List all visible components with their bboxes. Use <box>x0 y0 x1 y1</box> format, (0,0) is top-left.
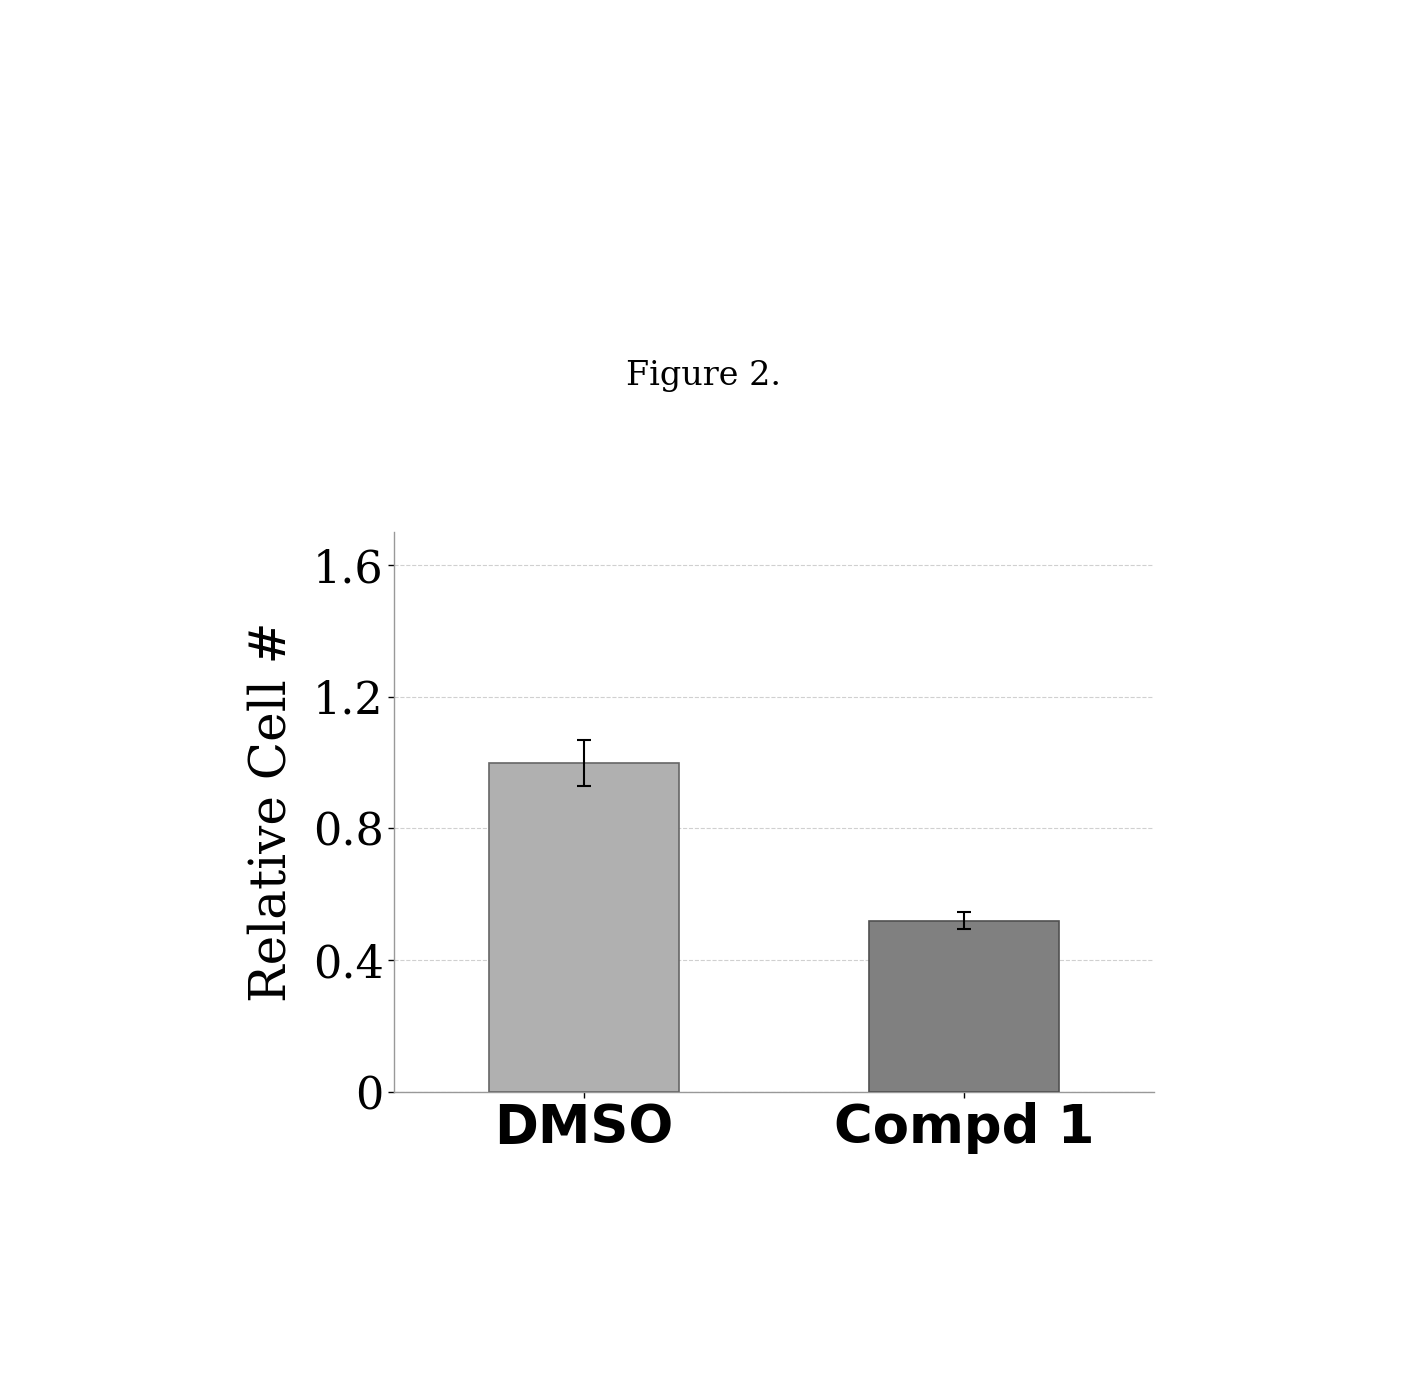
Bar <box>868 921 1058 1092</box>
Bar <box>490 763 680 1092</box>
Text: Figure 2.: Figure 2. <box>626 360 781 392</box>
Y-axis label: Relative Cell #: Relative Cell # <box>246 622 295 1002</box>
